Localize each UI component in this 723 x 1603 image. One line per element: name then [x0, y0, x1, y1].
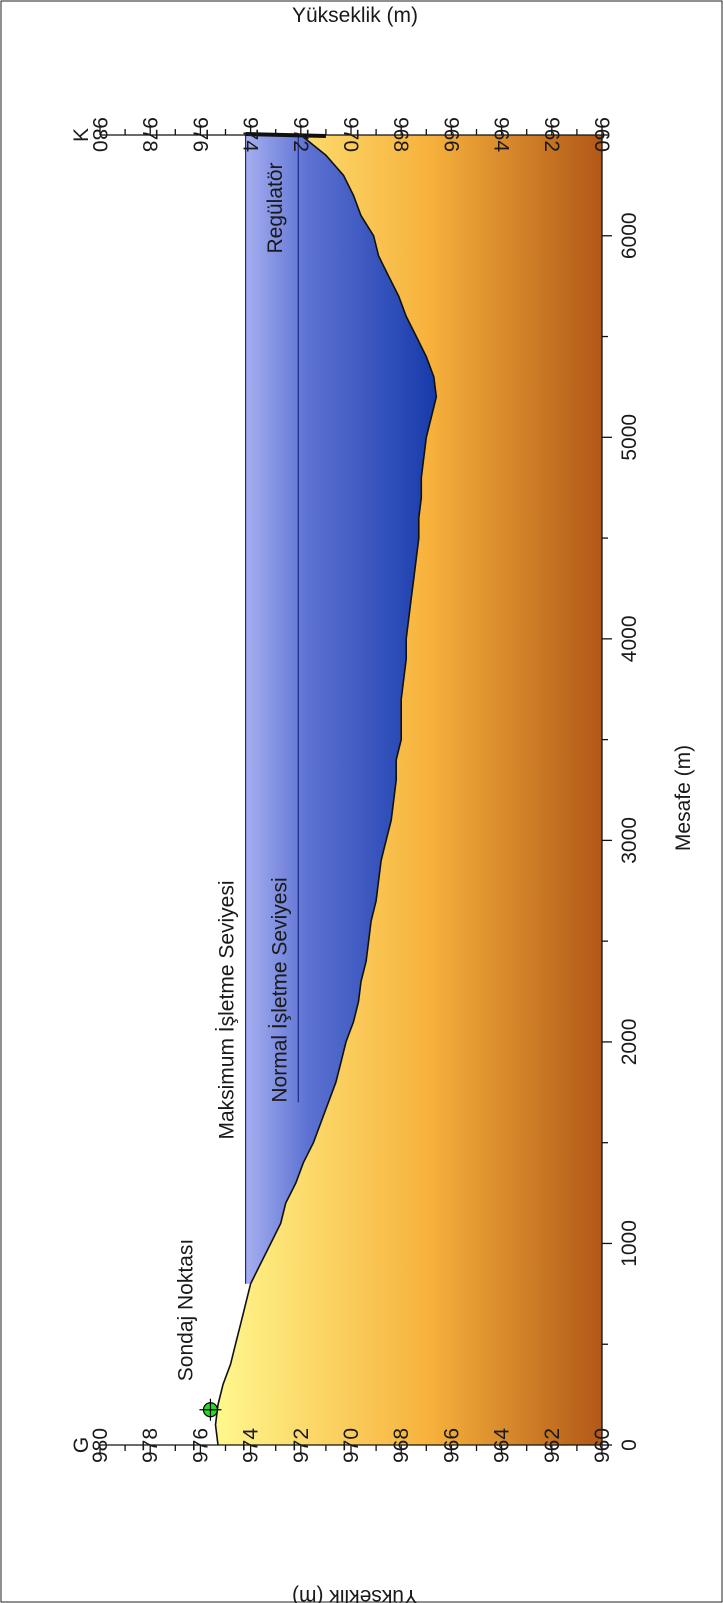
y-tick-label-right: 964: [490, 117, 513, 152]
x-tick-label: 1000: [618, 1220, 641, 1267]
start-end-label: G: [70, 1437, 93, 1453]
y-tick-label-right: 968: [389, 117, 412, 152]
y-tick-label-right: 970: [339, 117, 362, 152]
y-tick-label-left: 970: [340, 1428, 363, 1463]
finish-end-label: K: [70, 128, 93, 142]
y-tick-label-right: 980: [88, 117, 111, 152]
y-tick-label-right: 962: [540, 117, 563, 152]
y-tick-label-left: 976: [189, 1428, 212, 1463]
y-tick-label-left: 962: [541, 1428, 564, 1463]
max-operating-level-label: Maksimum İşletme Seviyesi: [216, 880, 239, 1139]
y-tick-label-right: 960: [590, 117, 613, 152]
y-tick-label-right: 972: [289, 117, 312, 152]
y-tick-label-left: 974: [240, 1428, 263, 1463]
x-axis-label: Mesafe (m): [672, 745, 695, 851]
normal-operating-level-label: Normal İşletme Seviyesi: [268, 877, 291, 1102]
x-tick-label: 3000: [618, 817, 641, 864]
ground-profile-line: [214, 134, 438, 1446]
y-tick-label-right: 976: [188, 117, 211, 152]
y-tick-label-left: 966: [440, 1428, 463, 1463]
y-axis-label-right: Yükseklik (m): [292, 4, 418, 27]
drilling-point-marker: [199, 1398, 222, 1421]
y-tick-label-right: 966: [439, 117, 462, 152]
x-tick-label: 2000: [618, 1019, 641, 1066]
y-tick-label-left: 968: [390, 1428, 413, 1463]
y-tick-label-right: 978: [138, 117, 161, 152]
drilling-point-label: Sondaj Noktası: [174, 1239, 197, 1381]
y-tick-label-left: 980: [89, 1428, 112, 1463]
regulator-label: Regülatör: [264, 162, 287, 253]
y-tick-label-left: 978: [139, 1428, 162, 1463]
water-area: [245, 135, 437, 1284]
y-tick-label-left: 964: [491, 1428, 514, 1463]
y-tick-label-right: 974: [239, 117, 262, 152]
axes-group: 9609609629629649649669669689689709709729…: [88, 117, 641, 1463]
x-tick-label: 0: [618, 1439, 641, 1451]
y-tick-label-left: 972: [290, 1428, 313, 1463]
x-tick-label: 6000: [618, 212, 641, 259]
x-tick-label: 5000: [618, 414, 641, 461]
ground-area: [215, 135, 602, 1445]
y-axis-label-left: Yükseklik (m): [292, 1585, 418, 1603]
x-tick-label: 4000: [618, 615, 641, 662]
